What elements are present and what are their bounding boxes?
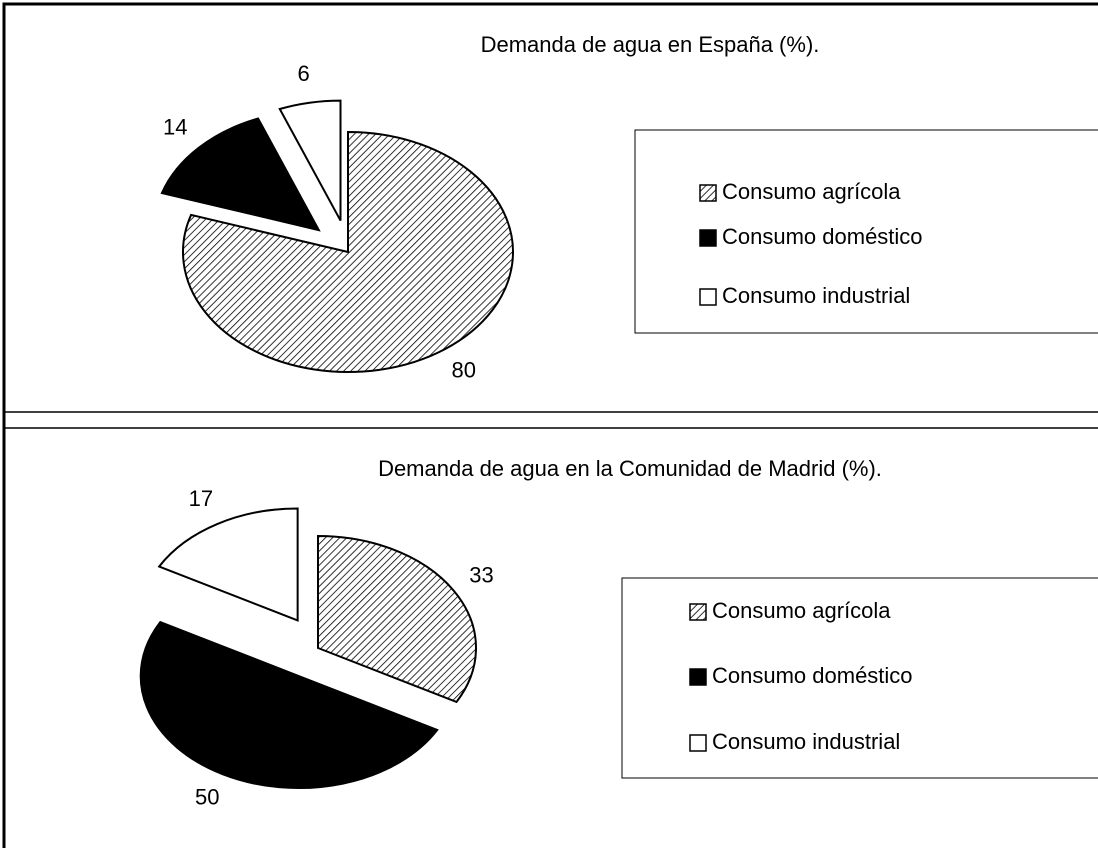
legend-label: Consumo doméstico [712, 663, 913, 688]
legend-swatch [699, 184, 717, 202]
legend-label: Consumo agrícola [712, 598, 891, 623]
legend-label: Consumo doméstico [722, 224, 923, 249]
data-label: 33 [469, 563, 493, 588]
legend-swatch [699, 229, 717, 247]
data-label: 50 [195, 785, 219, 810]
data-label: 80 [452, 358, 476, 383]
legend-label: Consumo agrícola [722, 179, 901, 204]
legend-label: Consumo industrial [722, 283, 910, 308]
data-label: 17 [189, 486, 213, 511]
pie-slice [317, 534, 477, 704]
data-label: 6 [297, 61, 309, 86]
pie-slice [157, 507, 299, 622]
pie-slice [139, 620, 439, 790]
pie-slice [182, 130, 514, 373]
legend-swatch [689, 603, 707, 621]
legend-swatch [699, 288, 717, 306]
legend-swatch [689, 668, 707, 686]
legend-label: Consumo industrial [712, 729, 900, 754]
pie-slice [160, 117, 321, 232]
legend-box [634, 129, 1098, 334]
pie-slice [278, 99, 342, 222]
chart-title: Demanda de agua en España (%). [481, 32, 820, 57]
legend-swatch [689, 734, 707, 752]
data-label: 14 [163, 115, 187, 140]
chart-title: Demanda de agua en la Comunidad de Madri… [378, 456, 882, 481]
legend-box [621, 577, 1098, 779]
